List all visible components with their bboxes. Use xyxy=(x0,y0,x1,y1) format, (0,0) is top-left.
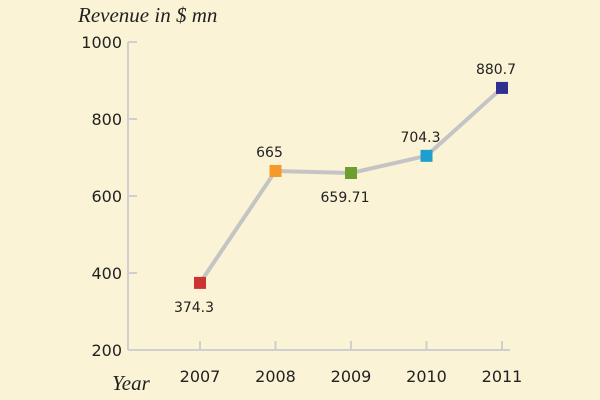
data-label: 659.71 xyxy=(321,190,370,206)
y-tick-label: 600 xyxy=(91,187,122,206)
data-label: 374.3 xyxy=(174,300,214,316)
data-point-marker xyxy=(496,81,508,94)
data-label: 704.3 xyxy=(400,130,440,146)
series-line xyxy=(198,86,504,285)
x-axis-title: Year xyxy=(112,371,151,395)
data-point-marker xyxy=(194,276,206,289)
y-tick-label: 800 xyxy=(91,110,122,129)
axes: 200 400 600 800 1000 2007 2008 2009 2010 2011 xyxy=(81,33,522,386)
data-label: 665 xyxy=(256,145,283,161)
y-tick-label: 200 xyxy=(91,341,122,360)
data-label: 880.7 xyxy=(476,62,516,78)
y-tick-label: 1000 xyxy=(81,33,122,52)
data-point-marker xyxy=(269,164,282,177)
y-tick-label: 400 xyxy=(91,264,122,283)
x-tick-label: 2011 xyxy=(482,367,523,386)
x-tick-label: 2009 xyxy=(331,367,372,386)
x-tick-label: 2008 xyxy=(255,367,296,386)
data-point-marker xyxy=(420,149,433,162)
y-axis-title: Revenue in $ mn xyxy=(77,3,217,27)
plot-area: 374.3 665 659.71 704.3 880.7 xyxy=(174,62,516,316)
data-point-marker xyxy=(345,167,357,180)
x-tick-label: 2007 xyxy=(180,367,221,386)
x-tick-label: 2010 xyxy=(406,367,447,386)
